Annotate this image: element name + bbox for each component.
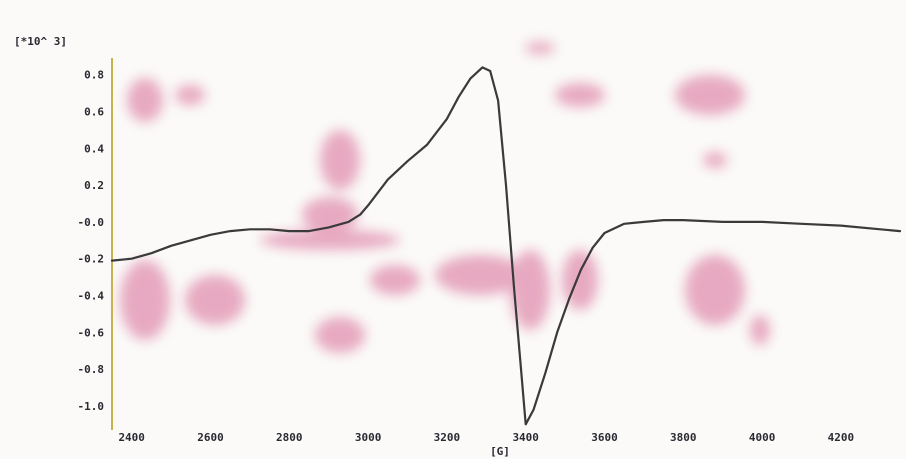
y-tick-label: -0.8 bbox=[78, 363, 105, 376]
y-tick-label: -0.4 bbox=[78, 290, 105, 303]
x-tick-label: 3600 bbox=[591, 431, 618, 444]
spectrum-line bbox=[110, 66, 902, 426]
x-tick-label: 3800 bbox=[670, 431, 697, 444]
background-noise bbox=[120, 42, 770, 353]
x-tick-label: 4000 bbox=[749, 431, 776, 444]
x-tick-label: 3000 bbox=[355, 431, 382, 444]
x-tick-label: 2400 bbox=[118, 431, 145, 444]
x-tick-label: 3200 bbox=[434, 431, 461, 444]
y-tick-label: -0.0 bbox=[78, 216, 105, 229]
y-tick-label: -0.6 bbox=[78, 326, 105, 339]
y-tick-label: 0.2 bbox=[84, 179, 104, 192]
y-tick-labels: 0.8 0.6 0.4 0.2 -0.0 -0.2 -0.4 -0.6 -0.8 -1.0 bbox=[78, 69, 105, 413]
y-tick-label: -0.2 bbox=[78, 253, 105, 266]
y-tick-label: -1.0 bbox=[78, 400, 105, 413]
x-tick-label: 2600 bbox=[197, 431, 224, 444]
x-tick-label: 3400 bbox=[512, 431, 539, 444]
y-axis-title: [*10^ 3] bbox=[14, 35, 67, 48]
x-axis-title: [G] bbox=[490, 445, 510, 458]
x-tick-label: 4200 bbox=[828, 431, 855, 444]
x-tick-label: 2800 bbox=[276, 431, 303, 444]
x-tick-labels: 2400 2600 2800 3000 3200 3400 3600 3800 4000 4200 bbox=[118, 431, 854, 444]
y-tick-label: 0.6 bbox=[84, 106, 104, 119]
y-tick-label: 0.4 bbox=[84, 142, 104, 155]
y-tick-label: 0.8 bbox=[84, 69, 104, 82]
